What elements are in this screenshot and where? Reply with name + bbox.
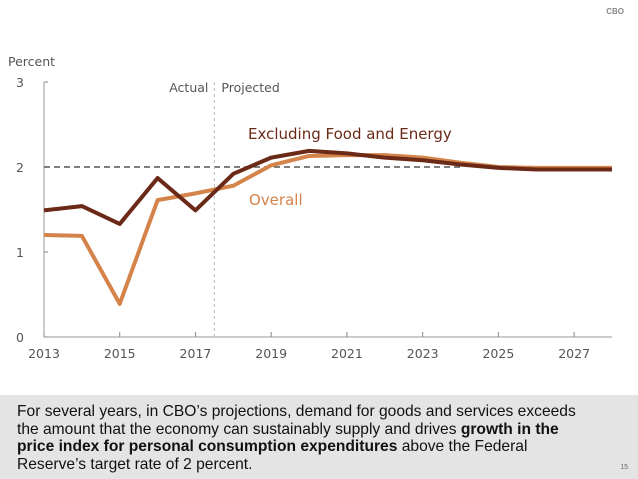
x-tick-label: 2021 (331, 346, 363, 361)
series-lines (43, 148, 612, 306)
x-tick-label: 2017 (180, 346, 212, 361)
pce-inflation-chart: Percent 0 1 2 3 2013 2015 2017 2019 2021 2023 2025… (8, 54, 612, 361)
label-actual: Actual (169, 80, 208, 95)
x-tick-label: 2019 (255, 346, 287, 361)
x-tick-label: 2025 (482, 346, 514, 361)
cbo-badge: CBO (606, 7, 624, 16)
y-tick-label: 2 (16, 160, 24, 175)
x-tick-label: 2023 (407, 346, 439, 361)
caption-box: For several years, in CBO’s projections,… (0, 395, 638, 479)
caption-bold: growth in the price index for personal c… (17, 420, 559, 456)
caption-text: For several years, in CBO’s projections,… (17, 403, 587, 473)
y-tick-label: 0 (16, 330, 24, 345)
series-line-overall (43, 153, 612, 306)
y-tick-label: 3 (16, 75, 24, 90)
actual-projected-divider-group: Actual Projected (169, 80, 280, 337)
y-axis-title: Percent (8, 54, 55, 69)
x-tick-label: 2027 (558, 346, 590, 361)
y-tick-label: 1 (16, 245, 24, 260)
caption-part1: For several years, in CBO’s projections,… (17, 403, 576, 438)
series-label-excluding-food-energy: Excluding Food and Energy (248, 125, 452, 143)
series-label-overall: Overall (249, 191, 303, 209)
page-number: 15 (620, 464, 628, 471)
x-tick-label: 2013 (28, 346, 60, 361)
label-projected: Projected (221, 80, 279, 95)
axes: 0 1 2 3 2013 2015 2017 2019 2021 2023 2025 2027 (16, 75, 612, 361)
series-line-excluding-food-energy (43, 148, 612, 226)
x-tick-label: 2015 (104, 346, 136, 361)
caption-part2: above the Federal Reserve’s target rate … (17, 438, 528, 473)
